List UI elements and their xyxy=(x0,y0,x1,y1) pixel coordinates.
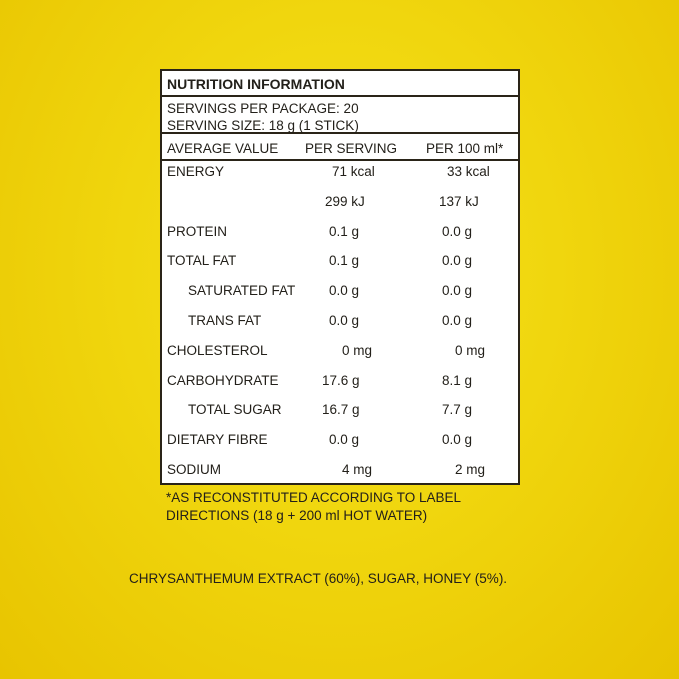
per-serving-value: 0.0 g xyxy=(329,432,360,448)
servings-per-package: SERVINGS PER PACKAGE: 20 xyxy=(167,101,359,116)
nutrient-label: PROTEIN xyxy=(167,223,228,239)
per-serving-value: 299 kJ xyxy=(325,193,365,209)
nutrient-label: CARBOHYDRATE xyxy=(167,372,279,388)
table-row: TOTAL SUGAR 16.7 g 7.7 g xyxy=(162,400,518,430)
per-100ml-value: 0.0 g xyxy=(442,313,473,328)
panel-title: NUTRITION INFORMATION xyxy=(162,71,518,97)
per-100ml-value: 2 mg xyxy=(455,462,486,477)
per-serving-value: 71 kcal xyxy=(332,164,375,179)
table-row: TOTAL FAT 0.1 g 0.0 g xyxy=(162,251,518,281)
table-row: SODIUM 4 mg 2 mg xyxy=(162,460,518,490)
table-row: 299 kJ 137 kJ xyxy=(162,192,518,222)
per-100ml-value: 0.0 g xyxy=(442,432,473,448)
per-serving-value: 0.1 g xyxy=(329,253,360,269)
per-100ml-value: 8.1 g xyxy=(442,372,473,388)
nutrient-label: SODIUM xyxy=(167,462,221,477)
footnote-line-2: DIRECTIONS (18 g + 200 ml HOT WATER) xyxy=(166,508,428,523)
per-100ml-value: 137 kJ xyxy=(439,193,479,209)
nutrient-label: TOTAL FAT xyxy=(167,253,237,269)
table-row: ENERGY 71 kcal 33 kcal xyxy=(162,162,518,192)
per-serving-value: 0.0 g xyxy=(329,313,360,328)
ingredients: CHRYSANTHEMUM EXTRACT (60%), SUGAR, HONE… xyxy=(129,571,508,586)
per-100ml-value: 7.7 g xyxy=(442,402,473,418)
per-100ml-value: 0.0 g xyxy=(442,223,473,239)
header-per-serving: PER SERVING xyxy=(305,141,398,156)
table-row: CARBOHYDRATE 17.6 g 8.1 g xyxy=(162,371,518,401)
header-per-100ml: PER 100 ml* xyxy=(426,141,504,156)
table-row: CHOLESTEROL 0 mg 0 mg xyxy=(162,341,518,371)
per-serving-value: 0 mg xyxy=(342,342,373,358)
nutrient-label: TOTAL SUGAR xyxy=(188,402,282,418)
serving-size: SERVING SIZE: 18 g (1 STICK) xyxy=(167,118,359,133)
per-serving-value: 17.6 g xyxy=(322,372,360,388)
nutrient-label: ENERGY xyxy=(167,164,225,179)
per-100ml-value: 0.0 g xyxy=(442,253,473,269)
per-100ml-value: 0.0 g xyxy=(442,283,473,299)
per-serving-value: 16.7 g xyxy=(322,402,360,418)
serving-info: SERVINGS PER PACKAGE: 20 SERVING SIZE: 1… xyxy=(162,97,518,134)
nutrient-label: SATURATED FAT xyxy=(188,283,296,299)
footnote-line-1: *AS RECONSTITUTED ACCORDING TO LABEL xyxy=(166,490,462,505)
table-header: AVERAGE VALUE PER SERVING PER 100 ml* xyxy=(162,136,518,161)
nutrition-panel: NUTRITION INFORMATION SERVINGS PER PACKA… xyxy=(160,69,520,485)
table-row: SATURATED FAT 0.0 g 0.0 g xyxy=(162,281,518,311)
per-serving-value: 0.0 g xyxy=(329,283,360,299)
per-serving-value: 4 mg xyxy=(342,462,373,477)
per-100ml-value: 33 kcal xyxy=(447,164,490,179)
footnote: *AS RECONSTITUTED ACCORDING TO LABEL DIR… xyxy=(166,489,461,525)
table-row: PROTEIN 0.1 g 0.0 g xyxy=(162,222,518,252)
nutrient-label: TRANS FAT xyxy=(188,313,262,328)
nutrient-label: CHOLESTEROL xyxy=(167,342,268,358)
per-100ml-value: 0 mg xyxy=(455,342,486,358)
table-row: DIETARY FIBRE 0.0 g 0.0 g xyxy=(162,430,518,460)
per-serving-value: 0.1 g xyxy=(329,223,360,239)
table-row: TRANS FAT 0.0 g 0.0 g xyxy=(162,311,518,341)
nutrient-label: DIETARY FIBRE xyxy=(167,432,268,448)
header-average-value: AVERAGE VALUE xyxy=(167,141,279,156)
